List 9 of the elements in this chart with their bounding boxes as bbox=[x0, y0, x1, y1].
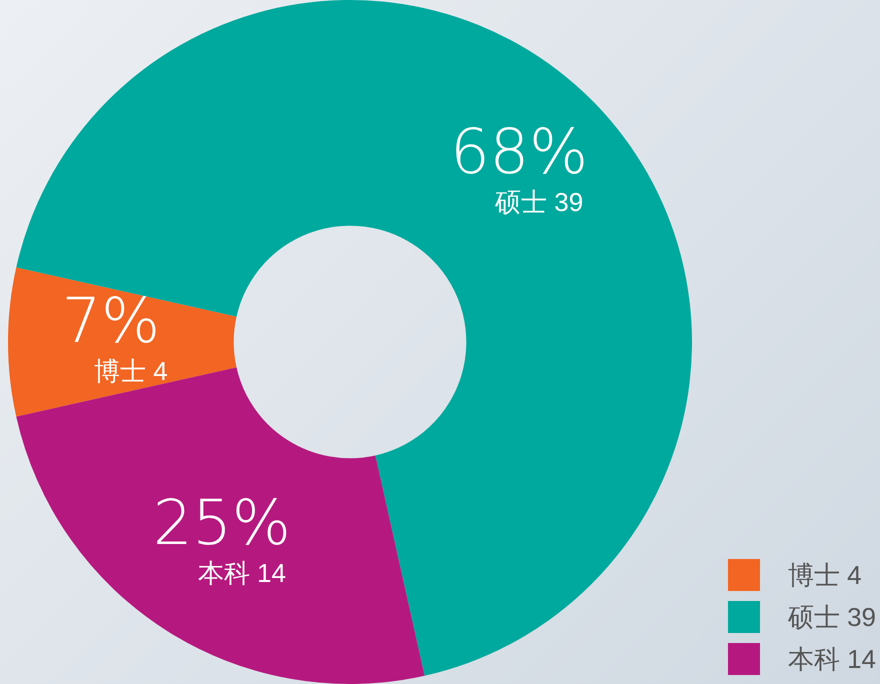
slice-label: 博士 4 bbox=[94, 356, 168, 386]
slice-label: 硕士 39 bbox=[494, 186, 584, 217]
legend-label: 博士 4 bbox=[788, 558, 862, 592]
data-label: 25% bbox=[152, 486, 291, 559]
data-label: 68% bbox=[450, 114, 588, 188]
data-label: 7% bbox=[62, 284, 160, 357]
legend-label: 本科 14 bbox=[788, 642, 876, 676]
slice-label: 本科 14 bbox=[198, 558, 286, 588]
legend-label: 硕士 39 bbox=[788, 600, 876, 634]
